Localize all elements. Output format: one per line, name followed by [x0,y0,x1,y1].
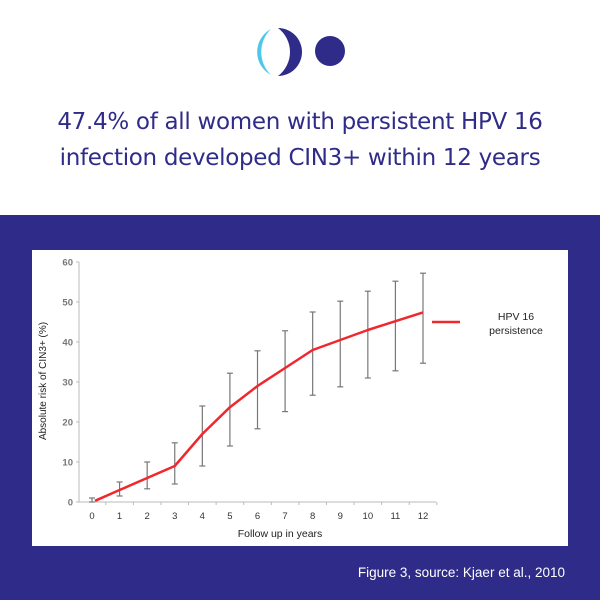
y-tick-label: 50 [62,298,73,309]
series-line-hpv16 [94,311,424,502]
figure-caption: Figure 3, source: Kjaer et al., 2010 [357,565,565,580]
logo-lens-light [257,29,271,75]
error-bar [309,311,316,396]
x-tick-label: 11 [390,511,400,522]
x-tick-label: 7 [282,511,287,522]
x-tick-label: 2 [145,511,150,522]
y-tick-label: 40 [62,338,73,349]
y-tick-label: 30 [62,378,73,389]
logo-crescent-dark [278,28,302,76]
error-bar [392,280,399,372]
chart-container: 0 10 20 30 40 50 60 0 1 2 3 4 5 6 7 8 9 10 11 12 Absolute r… [32,250,568,546]
x-tick-label: 12 [418,511,429,522]
x-tick-label: 5 [227,511,232,522]
x-axis-label: Follow up in years [238,528,323,540]
y-tick-label: 60 [62,258,73,269]
x-tick-label: 0 [89,511,94,522]
x-tick-label: 1 [117,511,122,522]
error-bar [420,272,426,364]
error-bar [89,497,95,503]
x-tick-label: 10 [363,511,374,522]
y-tick-label: 20 [62,418,73,429]
legend-label-2: persistence [489,325,543,337]
error-bar [364,290,371,379]
y-axis-label: Absolute risk of CIN3+ (%) [38,322,49,440]
y-tick-label: 10 [62,458,73,469]
y-tick-label: 0 [68,498,73,509]
x-tick-label: 4 [200,511,205,522]
x-tick-label: 8 [310,511,315,522]
headline-line-1: 47.4% of all women with persistent HPV 1… [57,109,543,135]
x-tick-label: 9 [338,511,343,522]
error-bar [144,461,151,490]
error-bar [254,350,261,430]
headline: 47.4% of all women with persistent HPV 1… [0,104,600,176]
error-bar [226,372,233,447]
headline-line-2: infection developed CIN3+ within 12 year… [59,145,541,171]
error-bar [171,442,178,485]
brand-logo [257,28,345,76]
error-bar [199,405,206,467]
legend-label-1: HPV 16 [498,311,534,323]
error-bar [337,300,344,388]
x-tick-label: 3 [172,511,177,522]
logo-dot [315,36,345,66]
error-bar [282,330,289,413]
x-tick-label: 6 [255,511,260,522]
